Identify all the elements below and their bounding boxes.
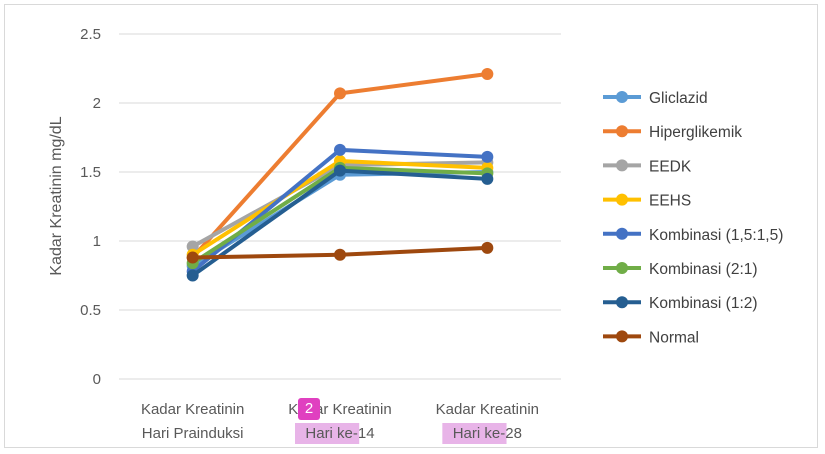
series-lines [186, 68, 494, 282]
y-tick-label: 1.5 [80, 164, 101, 181]
legend-marker [616, 262, 628, 274]
chart-frame: 0 0.5 1 1.5 2 2.5 Kadar Kreatinin mg/dL Kadar… [4, 4, 818, 448]
x-tick-label: Kadar Kreatinin [436, 401, 539, 418]
legend-marker [616, 193, 628, 206]
y-tick-label: 2.5 [80, 26, 101, 43]
y-tick-label: 0.5 [80, 302, 101, 319]
x-axis-ticks: Kadar Kreatinin Hari Prainduksi Kadar Krea… [141, 401, 539, 442]
legend-marker [616, 227, 628, 240]
legend-label: Gliclazid [649, 90, 708, 107]
legend: Gliclazid Hiperglikemik EEDK EEHS Kombinasi … [603, 90, 783, 346]
data-point [186, 251, 199, 264]
legend-marker [616, 159, 628, 172]
data-point [186, 240, 199, 253]
annotation-badge[interactable]: 2 [298, 398, 320, 420]
y-tick-label: 1 [93, 233, 101, 250]
x-label-highlight [295, 423, 360, 444]
legend-label: EEDK [649, 158, 692, 175]
legend-marker [616, 125, 628, 138]
legend-label: EEHS [649, 193, 691, 210]
line-chart: 0 0.5 1 1.5 2 2.5 Kadar Kreatinin mg/dL Kadar… [48, 26, 783, 444]
data-point [334, 87, 346, 100]
gridlines [119, 33, 561, 380]
y-tick-label: 0 [93, 371, 101, 388]
x-tick-label: Hari ke-28 [453, 425, 522, 442]
data-point [481, 68, 494, 81]
data-point [186, 269, 199, 282]
legend-label: Kombinasi (1:2) [649, 295, 758, 312]
data-point [481, 172, 494, 185]
x-label-highlight [442, 423, 507, 444]
data-point [334, 143, 346, 156]
x-tick-label: Hari ke-14 [305, 425, 374, 442]
data-point [334, 164, 346, 177]
x-label-highlights [295, 423, 507, 444]
data-point [481, 150, 494, 163]
legend-label: Normal [649, 329, 699, 346]
data-point [334, 248, 346, 261]
legend-label: Kombinasi (2:1) [649, 261, 758, 278]
y-axis-label: Kadar Kreatinin mg/dL [48, 116, 65, 275]
legend-marker [616, 296, 628, 309]
x-tick-label: Kadar Kreatinin [141, 401, 244, 418]
legend-marker [616, 91, 628, 103]
x-tick-label: Hari Prainduksi [142, 425, 244, 442]
y-tick-label: 2 [93, 95, 101, 112]
legend-label: Hiperglikemik [649, 124, 742, 141]
data-point [481, 241, 494, 254]
legend-label: Kombinasi (1,5:1,5) [649, 227, 783, 244]
legend-marker [616, 330, 628, 343]
y-axis-ticks: 0 0.5 1 1.5 2 2.5 [80, 26, 101, 388]
